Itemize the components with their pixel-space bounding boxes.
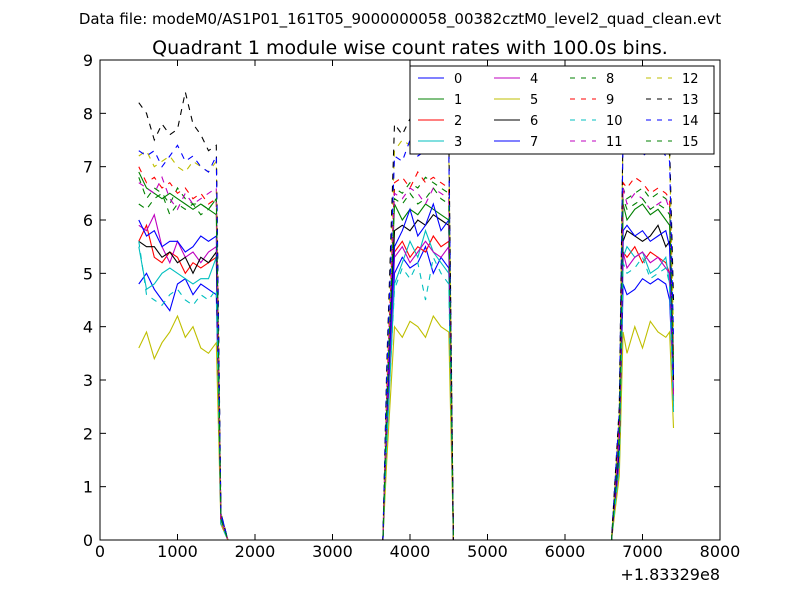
legend-label-10: 10 xyxy=(606,114,623,129)
x-tick-label: 5000 xyxy=(467,542,508,561)
y-tick-label: 7 xyxy=(83,158,93,177)
y-tick-label: 9 xyxy=(83,51,93,70)
legend-label-1: 1 xyxy=(454,93,462,108)
x-tick-label: 1000 xyxy=(157,542,198,561)
series-line-11 xyxy=(138,175,675,541)
y-tick-label: 8 xyxy=(83,104,93,123)
series-line-15 xyxy=(138,187,675,541)
legend-label-15: 15 xyxy=(682,135,699,150)
x-tick-label: 3000 xyxy=(312,542,353,561)
x-offset-label: +1.83329e8 xyxy=(620,565,720,584)
x-tick-label: 8000 xyxy=(700,542,741,561)
y-tick-label: 2 xyxy=(83,424,93,443)
y-tick-label: 1 xyxy=(83,478,93,497)
legend-label-2: 2 xyxy=(454,114,462,129)
x-tick-label: 7000 xyxy=(622,542,663,561)
y-tick-label: 3 xyxy=(83,371,93,390)
x-tick-label: 0 xyxy=(95,542,105,561)
axis-ticks: 0 1000 2000 3000 4000 5000 6000 7000 80000123456… xyxy=(83,51,741,561)
series-line-2 xyxy=(138,223,675,541)
series-line-8 xyxy=(138,176,675,541)
series-line-6 xyxy=(138,213,675,541)
legend-label-14: 14 xyxy=(682,114,699,129)
legend-label-5: 5 xyxy=(530,93,538,108)
x-tick-label: 4000 xyxy=(390,542,431,561)
series-line-4 xyxy=(138,213,675,541)
y-tick-label: 6 xyxy=(83,211,93,230)
series-line-7 xyxy=(138,202,675,541)
legend-label-9: 9 xyxy=(606,93,614,108)
legend-label-4: 4 xyxy=(530,72,538,87)
legend-label-13: 13 xyxy=(682,93,699,108)
series-line-5 xyxy=(138,314,675,541)
suptitle: Data file: modeM0/AS1P01_161T05_90000000… xyxy=(79,10,721,29)
legend-label-3: 3 xyxy=(454,135,462,150)
series-line-10 xyxy=(138,241,675,541)
y-tick-label: 5 xyxy=(83,264,93,283)
y-tick-label: 0 xyxy=(83,531,93,550)
legend-label-12: 12 xyxy=(682,72,699,87)
legend-box xyxy=(409,65,715,155)
y-tick-label: 4 xyxy=(83,318,93,337)
series-line-0 xyxy=(138,245,675,541)
legend-label-11: 11 xyxy=(606,135,623,150)
legend-label-8: 8 xyxy=(606,72,614,87)
series-line-9 xyxy=(138,166,675,541)
legend-label-0: 0 xyxy=(454,72,462,87)
chart-title: Quadrant 1 module wise count rates with … xyxy=(152,37,668,59)
series-line-3 xyxy=(138,228,675,541)
legend-label-7: 7 xyxy=(530,135,538,150)
x-tick-label: 6000 xyxy=(545,542,586,561)
legend-label-6: 6 xyxy=(530,114,538,129)
x-tick-label: 2000 xyxy=(235,542,276,561)
